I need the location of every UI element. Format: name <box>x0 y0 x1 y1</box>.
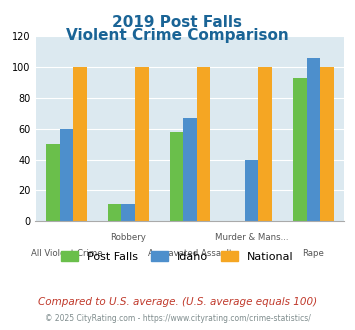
Bar <box>307 58 320 221</box>
Text: Compared to U.S. average. (U.S. average equals 100): Compared to U.S. average. (U.S. average … <box>38 297 317 307</box>
Bar <box>73 67 87 221</box>
Bar <box>258 67 272 221</box>
Text: Rape: Rape <box>302 249 324 258</box>
Bar <box>245 159 258 221</box>
Bar <box>197 67 210 221</box>
Text: © 2025 CityRating.com - https://www.cityrating.com/crime-statistics/: © 2025 CityRating.com - https://www.city… <box>45 314 310 323</box>
Bar <box>170 132 183 221</box>
Bar <box>60 129 73 221</box>
Bar <box>293 78 307 221</box>
Bar <box>135 67 148 221</box>
Bar <box>108 204 121 221</box>
Text: Murder & Mans...: Murder & Mans... <box>215 233 289 243</box>
Text: Violent Crime Comparison: Violent Crime Comparison <box>66 28 289 43</box>
Bar <box>183 118 197 221</box>
Bar <box>320 67 334 221</box>
Text: 2019 Post Falls: 2019 Post Falls <box>113 15 242 30</box>
Text: Robbery: Robbery <box>110 233 146 243</box>
Bar <box>46 144 60 221</box>
Text: All Violent Crime: All Violent Crime <box>31 249 102 258</box>
Legend: Post Falls, Idaho, National: Post Falls, Idaho, National <box>57 247 298 267</box>
Text: Aggravated Assault: Aggravated Assault <box>148 249 232 258</box>
Bar <box>121 204 135 221</box>
